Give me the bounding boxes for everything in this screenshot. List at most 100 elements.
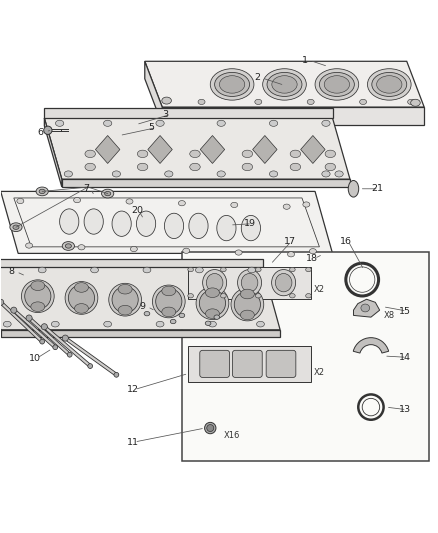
Ellipse shape [60, 209, 79, 234]
Text: 11: 11 [127, 438, 138, 447]
Ellipse shape [102, 189, 114, 198]
Ellipse shape [248, 267, 256, 273]
Ellipse shape [217, 215, 236, 241]
Text: X8: X8 [384, 311, 395, 320]
Ellipse shape [62, 241, 74, 251]
Ellipse shape [53, 345, 58, 350]
Ellipse shape [183, 248, 190, 253]
Ellipse shape [205, 422, 216, 434]
Ellipse shape [112, 171, 120, 177]
Ellipse shape [322, 171, 330, 177]
Text: 21: 21 [371, 184, 383, 193]
Text: 3: 3 [162, 110, 168, 119]
Ellipse shape [105, 191, 111, 196]
Ellipse shape [156, 321, 164, 327]
Text: 9: 9 [140, 302, 145, 311]
Ellipse shape [85, 150, 95, 158]
Ellipse shape [361, 304, 370, 312]
Ellipse shape [178, 200, 185, 206]
Bar [182, 252, 428, 461]
Ellipse shape [241, 215, 261, 241]
Ellipse shape [290, 294, 295, 298]
Ellipse shape [41, 324, 47, 330]
Ellipse shape [13, 225, 19, 229]
Ellipse shape [220, 294, 226, 298]
Ellipse shape [325, 150, 336, 158]
Ellipse shape [231, 203, 238, 207]
Ellipse shape [68, 285, 95, 311]
Ellipse shape [325, 163, 336, 171]
Polygon shape [1, 330, 280, 337]
Ellipse shape [39, 189, 45, 193]
Text: 5: 5 [148, 123, 154, 132]
Ellipse shape [290, 150, 300, 158]
Polygon shape [0, 259, 263, 266]
Polygon shape [188, 266, 311, 299]
Text: 16: 16 [340, 237, 353, 246]
Polygon shape [253, 135, 277, 164]
Ellipse shape [255, 294, 261, 298]
Ellipse shape [220, 268, 226, 272]
Ellipse shape [408, 99, 415, 104]
Polygon shape [188, 346, 311, 382]
Polygon shape [0, 266, 280, 330]
Ellipse shape [240, 289, 254, 299]
Text: 17: 17 [284, 237, 296, 246]
Text: 12: 12 [127, 385, 138, 394]
Ellipse shape [17, 198, 24, 204]
Ellipse shape [306, 268, 311, 272]
Ellipse shape [319, 72, 354, 96]
Ellipse shape [188, 268, 194, 272]
Text: X16: X16 [223, 431, 240, 440]
Ellipse shape [324, 76, 350, 93]
FancyBboxPatch shape [266, 350, 296, 377]
Polygon shape [148, 135, 172, 164]
Ellipse shape [162, 286, 176, 296]
Ellipse shape [44, 126, 52, 134]
Ellipse shape [241, 273, 258, 292]
Ellipse shape [195, 267, 203, 273]
Ellipse shape [38, 267, 46, 273]
Ellipse shape [78, 245, 85, 250]
Polygon shape [145, 61, 424, 107]
Ellipse shape [234, 292, 261, 318]
Ellipse shape [36, 187, 48, 196]
Text: 14: 14 [399, 353, 411, 362]
Text: X2: X2 [314, 368, 325, 377]
Ellipse shape [189, 213, 208, 239]
Ellipse shape [0, 299, 4, 305]
Polygon shape [44, 108, 332, 118]
Ellipse shape [205, 288, 219, 297]
Ellipse shape [377, 76, 402, 93]
Polygon shape [44, 118, 62, 187]
Ellipse shape [198, 99, 205, 104]
Ellipse shape [215, 72, 250, 96]
Ellipse shape [138, 163, 148, 171]
Ellipse shape [10, 223, 22, 231]
Ellipse shape [219, 76, 245, 93]
Ellipse shape [411, 99, 420, 106]
Ellipse shape [196, 287, 229, 320]
Ellipse shape [237, 270, 261, 296]
Ellipse shape [51, 321, 59, 327]
Polygon shape [200, 135, 225, 164]
Ellipse shape [25, 283, 51, 309]
Ellipse shape [31, 302, 45, 311]
Text: 8: 8 [9, 267, 14, 276]
Ellipse shape [199, 290, 226, 316]
Ellipse shape [67, 352, 72, 357]
Ellipse shape [290, 163, 300, 171]
Ellipse shape [214, 315, 219, 319]
Ellipse shape [56, 120, 64, 126]
Ellipse shape [126, 199, 133, 204]
Ellipse shape [179, 313, 185, 318]
Ellipse shape [26, 315, 32, 321]
Ellipse shape [156, 120, 164, 126]
Polygon shape [300, 135, 325, 164]
Ellipse shape [307, 99, 314, 104]
Ellipse shape [372, 72, 407, 96]
Polygon shape [353, 299, 380, 317]
Ellipse shape [367, 69, 411, 100]
Ellipse shape [21, 280, 54, 312]
Ellipse shape [190, 163, 200, 171]
